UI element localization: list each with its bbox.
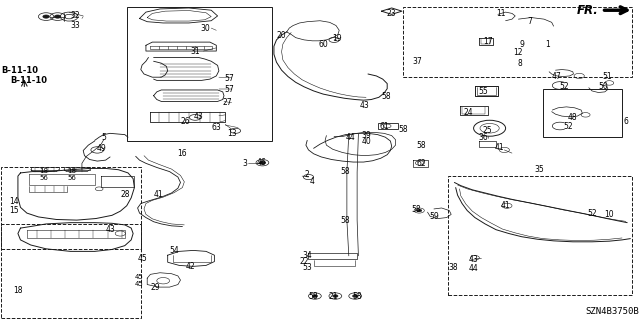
Text: 53: 53 (302, 263, 312, 272)
Text: 51: 51 (602, 72, 612, 81)
Text: 34: 34 (302, 251, 312, 260)
Text: 9: 9 (519, 40, 524, 48)
Text: 60: 60 (319, 40, 329, 48)
Text: 40: 40 (362, 137, 372, 146)
Bar (127, 7, 272, 141)
Text: 55: 55 (478, 87, 488, 96)
Text: 47: 47 (552, 72, 562, 81)
Text: 18: 18 (13, 286, 22, 295)
Text: 52: 52 (563, 122, 573, 130)
Text: 57: 57 (224, 74, 234, 83)
Text: 42: 42 (186, 262, 196, 271)
Text: 52: 52 (559, 82, 570, 91)
Text: 21: 21 (328, 292, 337, 300)
Circle shape (333, 295, 338, 297)
Bar (1, 224, 141, 318)
Text: 29: 29 (150, 283, 160, 292)
Text: 58: 58 (398, 125, 408, 134)
Text: 58: 58 (411, 205, 421, 214)
Bar (403, 7, 632, 77)
Text: 17: 17 (483, 37, 493, 46)
Bar (378, 123, 398, 129)
Text: 13: 13 (227, 129, 237, 138)
Circle shape (259, 161, 266, 164)
Circle shape (43, 15, 49, 18)
Circle shape (353, 295, 358, 297)
Text: 45: 45 (137, 254, 147, 263)
Circle shape (54, 15, 61, 18)
Text: 63: 63 (211, 123, 221, 132)
Text: 28: 28 (120, 190, 129, 199)
Text: 38: 38 (448, 263, 458, 272)
Text: B-11-10: B-11-10 (1, 66, 38, 75)
Text: 46: 46 (256, 158, 266, 167)
Text: 52: 52 (587, 209, 597, 218)
Text: 43: 43 (468, 255, 479, 263)
Text: 8: 8 (517, 59, 522, 68)
Text: 24: 24 (463, 108, 474, 117)
Text: 41: 41 (494, 143, 504, 152)
Text: 14: 14 (9, 197, 19, 206)
Text: B-11-10: B-11-10 (10, 76, 47, 85)
Text: 3: 3 (242, 159, 247, 168)
Text: 37: 37 (412, 57, 422, 66)
Text: 7: 7 (527, 17, 532, 26)
Text: 48: 48 (568, 113, 578, 122)
Text: 26: 26 (180, 117, 191, 126)
Text: 22: 22 (300, 257, 308, 266)
Text: 4: 4 (310, 177, 315, 186)
Text: 25: 25 (483, 126, 493, 135)
Text: 36: 36 (478, 133, 488, 142)
Text: 41: 41 (500, 201, 511, 210)
Text: FR.: FR. (577, 4, 598, 17)
Text: 16: 16 (177, 149, 188, 158)
Circle shape (417, 209, 422, 212)
Text: 27: 27 (222, 98, 232, 107)
Text: 58: 58 (308, 292, 319, 300)
Text: 15: 15 (9, 206, 19, 215)
Bar (1, 167, 141, 249)
Text: 1: 1 (545, 40, 550, 48)
Text: 43: 43 (105, 225, 115, 234)
Circle shape (312, 295, 317, 297)
Text: 30: 30 (200, 24, 210, 33)
Text: 50: 50 (598, 82, 608, 91)
Text: 31: 31 (190, 47, 200, 56)
Text: 6: 6 (623, 117, 628, 126)
Text: 23: 23 (387, 9, 397, 18)
Text: 59: 59 (429, 212, 439, 221)
Text: 54: 54 (169, 246, 179, 255)
Text: 44: 44 (346, 133, 356, 142)
Text: 39: 39 (362, 131, 372, 140)
Text: 61: 61 (379, 122, 389, 131)
Text: 20: 20 (276, 31, 287, 40)
Text: 58: 58 (416, 141, 426, 150)
Text: 12: 12 (514, 48, 523, 57)
Text: 43: 43 (193, 112, 204, 121)
Text: 11: 11 (496, 9, 505, 18)
Text: 45
45: 45 45 (134, 274, 143, 287)
Text: 32
33: 32 33 (70, 11, 81, 30)
Text: 49: 49 (96, 144, 106, 153)
Text: 44: 44 (468, 264, 479, 273)
Bar (448, 176, 632, 295)
Text: 58: 58 (352, 292, 362, 300)
Text: 58: 58 (381, 92, 392, 101)
Bar (543, 89, 622, 137)
Text: 41: 41 (154, 190, 164, 199)
Text: 10: 10 (604, 210, 614, 219)
Text: 62: 62 (416, 159, 426, 168)
Text: 57: 57 (224, 85, 234, 94)
Text: 35: 35 (534, 165, 544, 174)
Text: 18
56: 18 56 (39, 168, 48, 181)
Text: 43: 43 (360, 101, 370, 110)
Text: 18
56: 18 56 (67, 168, 76, 181)
Text: 58: 58 (340, 216, 351, 225)
Text: 2: 2 (305, 170, 310, 179)
Text: SZN4B3750B: SZN4B3750B (585, 308, 639, 316)
Text: 58: 58 (340, 167, 351, 176)
Text: 19: 19 (332, 34, 342, 43)
Text: 5: 5 (101, 133, 106, 142)
